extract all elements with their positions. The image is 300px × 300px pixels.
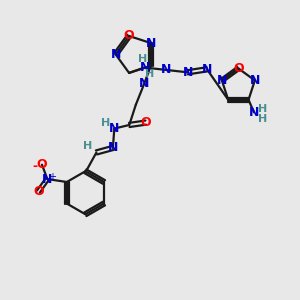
Text: N: N [250, 74, 260, 87]
Text: N: N [161, 63, 171, 76]
Text: N: N [182, 66, 193, 79]
Text: H: H [258, 104, 267, 114]
Text: +: + [48, 172, 56, 182]
Text: N: N [42, 172, 52, 185]
Text: H: H [139, 54, 148, 64]
Text: O: O [140, 116, 151, 129]
Text: N: N [202, 63, 212, 76]
Text: N: N [108, 142, 118, 154]
Text: N: N [146, 37, 156, 50]
Text: N: N [139, 77, 149, 90]
Text: H: H [258, 114, 267, 124]
Text: -: - [32, 160, 37, 173]
Text: H: H [83, 141, 93, 151]
Text: N: N [217, 74, 227, 87]
Text: N: N [249, 106, 259, 119]
Text: O: O [37, 158, 47, 171]
Text: O: O [233, 62, 244, 75]
Text: O: O [33, 185, 44, 198]
Text: H: H [145, 69, 154, 79]
Text: N: N [140, 61, 150, 74]
Text: O: O [124, 29, 134, 43]
Text: N: N [110, 48, 121, 61]
Text: H: H [101, 118, 111, 128]
Text: N: N [109, 122, 119, 135]
